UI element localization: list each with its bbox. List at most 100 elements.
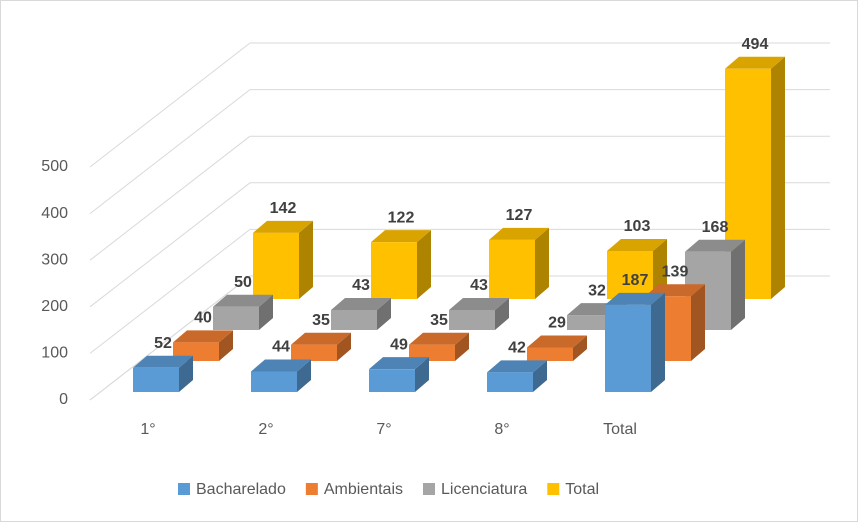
- bar-side: [771, 56, 785, 299]
- bar-side: [533, 360, 547, 392]
- bar-front: [371, 242, 417, 299]
- y-tick-label: 0: [59, 391, 68, 408]
- bar-top: [449, 297, 509, 310]
- bar-side: [535, 227, 549, 299]
- grid-line: [89, 229, 251, 354]
- x-tick-label: 7°: [376, 421, 391, 438]
- bar: [371, 230, 431, 299]
- data-label: 139: [662, 263, 689, 280]
- bar-top: [369, 357, 429, 370]
- bar-side: [653, 239, 667, 299]
- bar: [607, 239, 667, 299]
- x-tick-label: Total: [603, 421, 637, 438]
- bar: [489, 227, 549, 299]
- x-tick-label: 2°: [258, 421, 273, 438]
- data-label: 168: [702, 219, 729, 236]
- bar: [369, 357, 429, 392]
- bar-side: [297, 359, 311, 392]
- bar-side: [299, 220, 313, 299]
- bar: [213, 294, 273, 330]
- legend-swatch: [305, 483, 318, 495]
- bar-front: [251, 371, 297, 392]
- data-label: 42: [508, 340, 526, 357]
- y-tick-label: 200: [41, 298, 68, 315]
- legend-swatch: [547, 483, 560, 495]
- bar-front: [369, 369, 415, 392]
- bar-front: [253, 232, 299, 299]
- grid-line: [89, 42, 251, 168]
- data-label: 32: [588, 282, 606, 299]
- bar-side: [573, 335, 587, 361]
- bar-side: [337, 332, 351, 361]
- bar-top: [725, 56, 785, 69]
- y-tick-label: 100: [41, 345, 68, 362]
- bar-front: [605, 304, 651, 392]
- legend: Bacharelado Ambientais Licenciatura Total: [178, 481, 599, 498]
- bar-top: [133, 355, 193, 368]
- bar: [409, 332, 469, 361]
- bar-side: [377, 297, 391, 330]
- x-tick-label: 1°: [140, 421, 155, 438]
- bar-front: [487, 372, 533, 392]
- bar-top: [173, 330, 233, 343]
- legend-label: Bacharelado: [196, 481, 286, 498]
- bar-front: [449, 309, 495, 330]
- grid-line: [89, 182, 251, 308]
- bar-front: [213, 306, 259, 330]
- data-label: 122: [388, 209, 415, 226]
- bar: [605, 292, 665, 392]
- data-label: 43: [352, 277, 370, 294]
- y-tick-label: 500: [41, 158, 68, 175]
- bar-side: [259, 294, 273, 330]
- bar-top: [253, 220, 313, 233]
- bar-top: [251, 359, 311, 372]
- data-label: 35: [312, 312, 330, 329]
- bar-top: [607, 239, 667, 252]
- data-label: 187: [622, 272, 649, 289]
- bar-top: [489, 227, 549, 240]
- bar-top: [331, 297, 391, 310]
- data-label: 49: [390, 336, 408, 353]
- bar: [527, 335, 587, 361]
- bar-front: [527, 347, 573, 361]
- bar: [449, 297, 509, 330]
- bar: [133, 355, 193, 392]
- legend-swatch: [178, 483, 190, 495]
- bar-side: [417, 230, 431, 299]
- y-tick-label: 300: [41, 251, 68, 268]
- data-label: 40: [194, 310, 212, 327]
- bar-top: [291, 332, 351, 345]
- bar-top: [409, 332, 469, 345]
- data-label: 103: [624, 218, 651, 235]
- data-label: 43: [470, 277, 488, 294]
- bar-side: [731, 239, 745, 330]
- bar: [487, 360, 547, 392]
- bar-side: [455, 332, 469, 361]
- bar: [685, 239, 745, 330]
- bar: [253, 220, 313, 299]
- bar-top: [605, 292, 665, 305]
- bar-top: [371, 230, 431, 243]
- bar-side: [219, 330, 233, 361]
- bar-front: [489, 239, 535, 299]
- bars: 142 122 127 103 494 50 43 43 32 168 40 35 35 29 139 52 4…: [133, 36, 785, 392]
- bar-side: [179, 355, 193, 392]
- bar-front: [291, 344, 337, 361]
- bar-top: [487, 360, 547, 373]
- bar-side: [691, 284, 705, 361]
- data-label: 29: [548, 315, 566, 332]
- bar-top: [685, 239, 745, 252]
- floor-edge: [89, 275, 251, 401]
- data-label: 127: [506, 207, 533, 224]
- bar-front: [409, 344, 455, 361]
- bar-side: [651, 292, 665, 392]
- bar: [331, 297, 391, 330]
- x-tick-label: 8°: [494, 421, 509, 438]
- bar: [251, 359, 311, 392]
- grid-line: [89, 135, 251, 261]
- data-label: 142: [270, 200, 297, 217]
- bar: [291, 332, 351, 361]
- legend-swatch: [423, 483, 435, 495]
- bar-side: [495, 297, 509, 330]
